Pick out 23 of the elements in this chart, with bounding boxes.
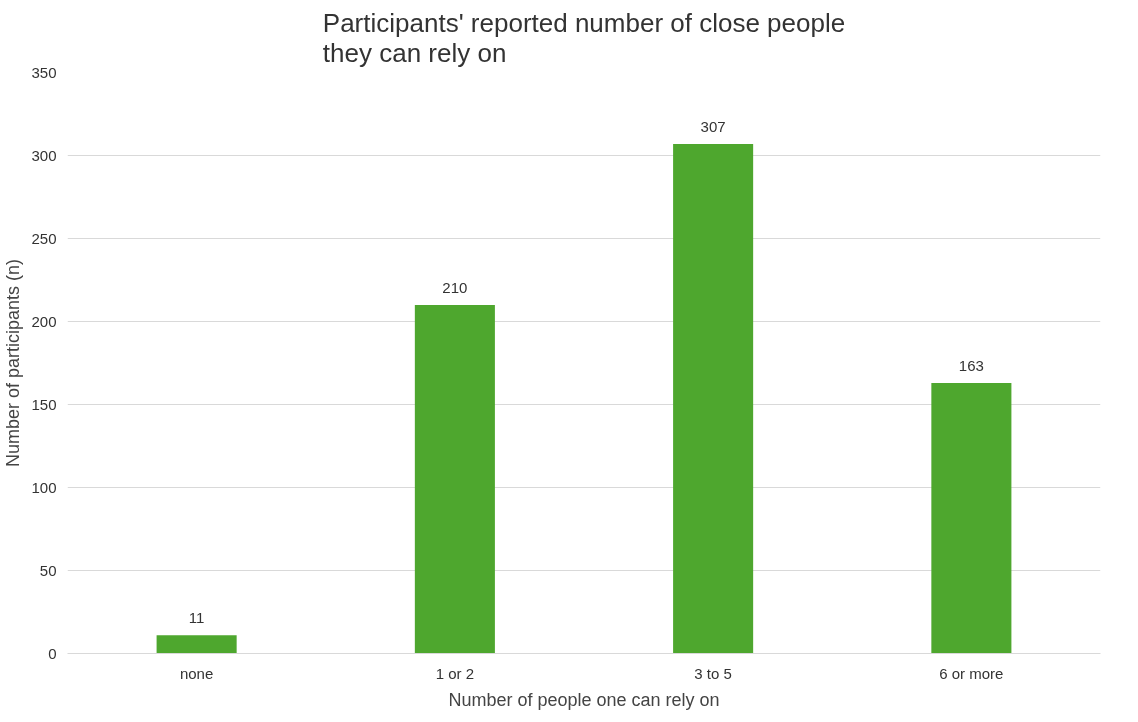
chart-title: Participants' reported number of close people they can rely on bbox=[322, 7, 846, 68]
data-label: 307 bbox=[700, 117, 726, 135]
x-tick-label: 1 or 2 bbox=[435, 664, 475, 682]
y-tick-label: 200 bbox=[31, 312, 57, 330]
y-tick-label: 300 bbox=[31, 146, 57, 164]
x-tick-label: none bbox=[179, 664, 214, 682]
data-label: 163 bbox=[958, 356, 984, 374]
y-tick-label: 100 bbox=[31, 478, 57, 496]
y-tick-label: 0 bbox=[48, 644, 57, 662]
bar bbox=[931, 382, 1012, 654]
y-tick-label: 350 bbox=[31, 63, 57, 81]
bar bbox=[156, 635, 237, 654]
bar bbox=[414, 304, 495, 654]
x-axis-title: Number of people one can rely on bbox=[448, 689, 720, 710]
data-label: 11 bbox=[188, 609, 205, 627]
bar bbox=[673, 143, 754, 654]
y-tick-label: 150 bbox=[31, 395, 57, 413]
data-label: 210 bbox=[442, 278, 468, 296]
x-tick-label: 6 or more bbox=[939, 664, 1004, 682]
y-axis-title: Number of participants (n) bbox=[3, 258, 24, 468]
x-tick-label: 3 to 5 bbox=[694, 664, 732, 682]
y-tick-label: 50 bbox=[39, 561, 57, 579]
y-tick-label: 250 bbox=[31, 229, 57, 247]
